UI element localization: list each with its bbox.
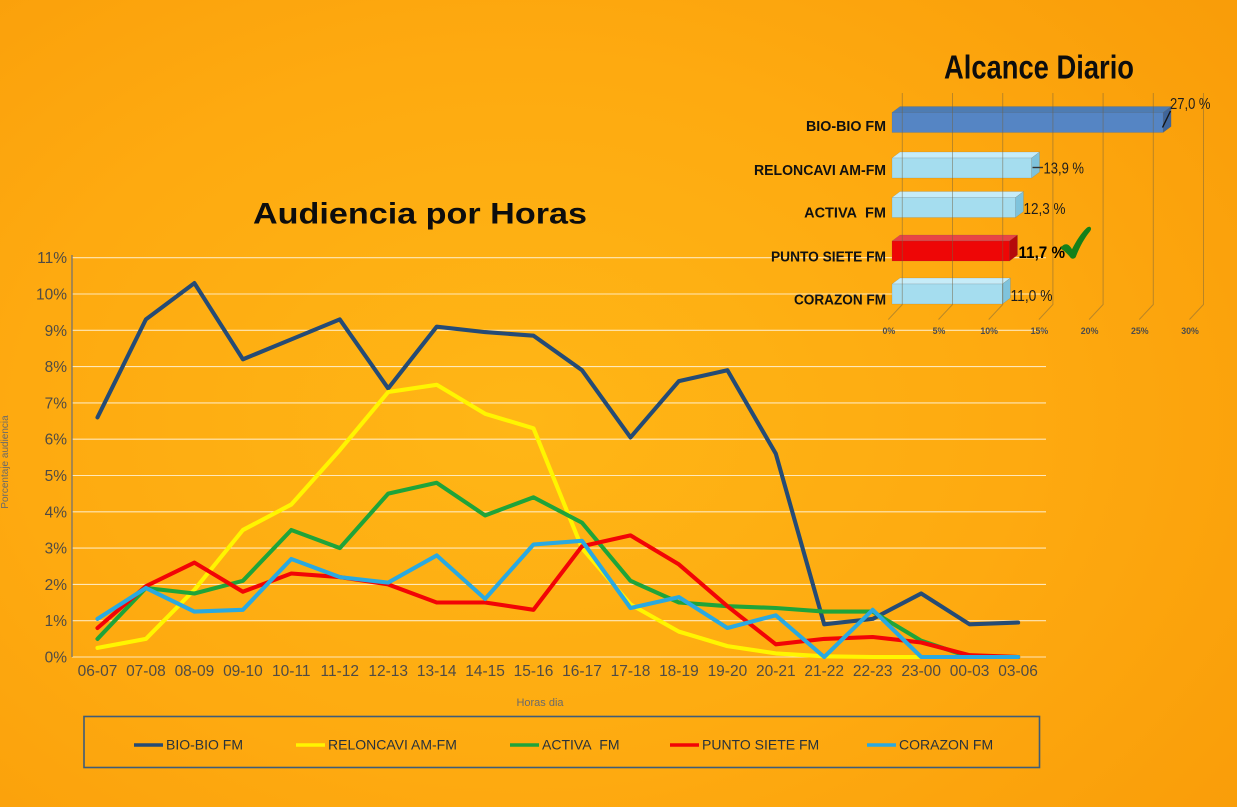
svg-text:1%: 1% <box>45 613 68 630</box>
svg-text:RELONCAVI AM-FM: RELONCAVI AM-FM <box>328 737 457 753</box>
svg-text:03-06: 03-06 <box>998 663 1038 680</box>
svg-text:23-00: 23-00 <box>901 663 941 680</box>
svg-text:11,0 %: 11,0 % <box>1011 288 1053 305</box>
svg-text:18-19: 18-19 <box>659 663 699 680</box>
svg-text:15-16: 15-16 <box>514 663 554 680</box>
svg-text:15%: 15% <box>1031 326 1049 336</box>
svg-text:06-07: 06-07 <box>78 663 118 680</box>
svg-text:7%: 7% <box>45 395 68 412</box>
svg-text:10%: 10% <box>36 287 67 304</box>
svg-text:10-11: 10-11 <box>272 663 311 680</box>
svg-text:BIO-BIO FM: BIO-BIO FM <box>166 737 243 753</box>
svg-text:0%: 0% <box>882 326 895 336</box>
svg-text:RELONCAVI AM-FM: RELONCAVI AM-FM <box>754 163 886 179</box>
svg-text:19-20: 19-20 <box>708 663 748 680</box>
svg-text:10%: 10% <box>980 326 998 336</box>
svg-text:00-03: 00-03 <box>950 663 990 680</box>
svg-text:30%: 30% <box>1181 326 1199 336</box>
svg-text:16-17: 16-17 <box>562 663 602 680</box>
svg-text:08-09: 08-09 <box>175 663 215 680</box>
svg-text:BIO-BIO FM: BIO-BIO FM <box>806 119 886 135</box>
svg-text:6%: 6% <box>45 432 68 449</box>
svg-text:09-10: 09-10 <box>223 663 263 680</box>
svg-text:11,7 %: 11,7 % <box>1019 244 1066 262</box>
svg-text:CORAZON FM: CORAZON FM <box>899 737 993 753</box>
svg-text:11-12: 11-12 <box>321 663 360 680</box>
svg-text:CORAZON FM: CORAZON FM <box>794 293 886 309</box>
svg-text:17-18: 17-18 <box>611 663 651 680</box>
svg-text:2%: 2% <box>45 577 68 594</box>
svg-text:9%: 9% <box>45 323 68 340</box>
svg-text:12,3 %: 12,3 % <box>1024 201 1066 218</box>
svg-text:Horas dia: Horas dia <box>516 697 564 709</box>
svg-text:5%: 5% <box>933 326 946 336</box>
svg-text:13,9 %: 13,9 % <box>1044 161 1085 178</box>
svg-text:ACTIVA FM: ACTIVA FM <box>542 737 620 753</box>
svg-text:13-14: 13-14 <box>417 663 457 680</box>
svg-text:07-08: 07-08 <box>126 663 166 680</box>
svg-text:ACTIVA FM: ACTIVA FM <box>804 206 886 222</box>
svg-text:12-13: 12-13 <box>368 663 408 680</box>
svg-text:22-23: 22-23 <box>853 663 893 680</box>
svg-text:5%: 5% <box>45 468 68 485</box>
svg-text:PUNTO SIETE FM: PUNTO SIETE FM <box>702 737 819 753</box>
svg-text:27,0 %: 27,0 % <box>1170 96 1211 113</box>
svg-text:0%: 0% <box>45 650 68 667</box>
svg-text:8%: 8% <box>45 359 68 376</box>
svg-text:11%: 11% <box>37 250 67 267</box>
svg-text:14-15: 14-15 <box>465 663 505 680</box>
svg-text:20%: 20% <box>1081 326 1099 336</box>
svg-text:PUNTO SIETE FM: PUNTO SIETE FM <box>771 250 886 266</box>
svg-text:Audiencia por Horas: Audiencia por Horas <box>253 198 587 231</box>
svg-text:20-21: 20-21 <box>756 663 796 680</box>
svg-text:21-22: 21-22 <box>804 663 844 680</box>
svg-text:4%: 4% <box>45 504 68 521</box>
svg-text:3%: 3% <box>45 541 68 558</box>
svg-text:Porcentaje audiencia: Porcentaje audiencia <box>0 415 11 509</box>
svg-text:Alcance Diario: Alcance Diario <box>944 49 1134 86</box>
svg-text:25%: 25% <box>1131 326 1149 336</box>
